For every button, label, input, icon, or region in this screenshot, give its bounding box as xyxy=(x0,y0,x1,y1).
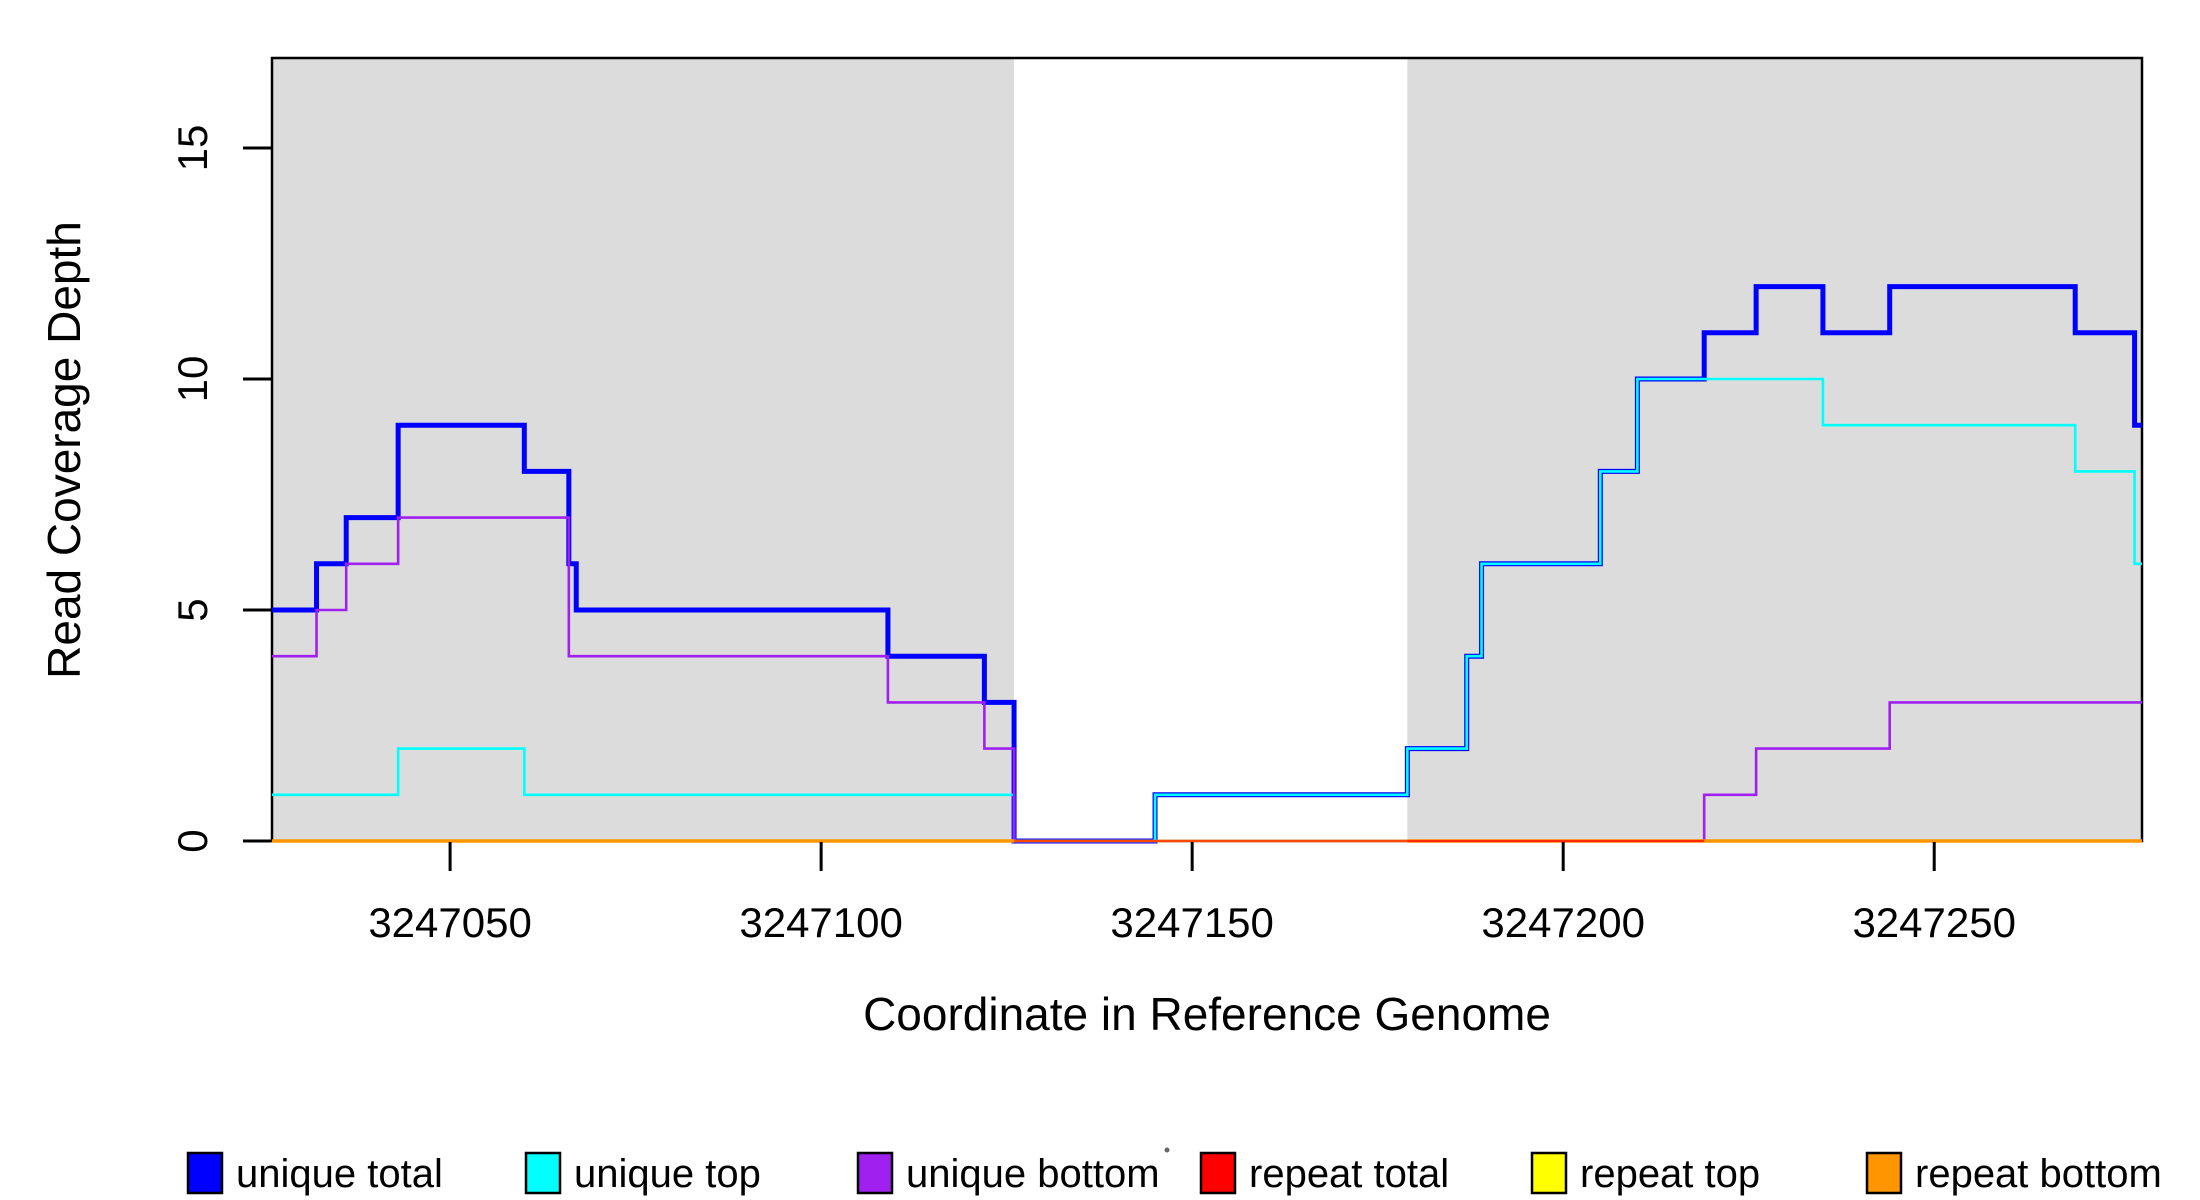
series-line-unique-top xyxy=(272,377,2142,843)
shaded-region-2 xyxy=(1407,58,2142,841)
legend-label-unique-top: unique top xyxy=(574,1152,761,1196)
x-tick-label: 3247150 xyxy=(1110,899,1274,946)
legend-swatch-repeat-total xyxy=(1199,1151,1237,1195)
y-axis: 0 5 10 15 xyxy=(169,125,271,853)
legend-item-repeat-bottom: repeat bottom xyxy=(1865,1151,2162,1196)
legend-item-unique-top: unique top xyxy=(524,1151,761,1196)
legend-label-unique-bottom: unique bottom xyxy=(906,1152,1160,1196)
x-tick-label: 3247250 xyxy=(1852,899,2016,946)
x-axis-title: Coordinate in Reference Genome xyxy=(863,988,1551,1040)
x-tick-label: 3247100 xyxy=(739,899,903,946)
legend-swatch-repeat-top xyxy=(1530,1151,1568,1195)
shaded-region-1 xyxy=(272,58,1015,841)
y-tick-label: 5 xyxy=(169,598,216,621)
y-axis-title: Read Coverage Depth xyxy=(38,221,90,679)
y-tick-label: 10 xyxy=(169,356,216,403)
legend: unique total unique top unique bottom repea… xyxy=(186,1151,2162,1196)
legend-label-repeat-total: repeat total xyxy=(1249,1152,1449,1196)
speck-artifact xyxy=(1164,1147,1170,1153)
legend-item-unique-bottom: unique bottom xyxy=(856,1151,1160,1196)
legend-label-repeat-top: repeat top xyxy=(1580,1152,1760,1196)
legend-swatch-unique-total xyxy=(186,1151,224,1195)
legend-swatch-unique-top xyxy=(524,1151,562,1195)
shaded-regions-layer xyxy=(272,58,2142,841)
legend-item-repeat-total: repeat total xyxy=(1199,1151,1449,1196)
legend-swatch-unique-bottom xyxy=(856,1151,894,1195)
y-tick-label: 15 xyxy=(169,125,216,172)
legend-swatch-repeat-bottom xyxy=(1865,1151,1903,1195)
legend-label-repeat-bottom: repeat bottom xyxy=(1915,1152,2162,1196)
series-line-unique-bottom xyxy=(272,516,2142,843)
x-tick-label: 3247200 xyxy=(1481,899,1645,946)
legend-label-unique-total: unique total xyxy=(236,1152,443,1196)
x-axis: 3247050 3247100 3247150 3247200 3247250 xyxy=(368,842,2016,946)
legend-item-unique-total: unique total xyxy=(186,1151,443,1196)
y-tick-label: 0 xyxy=(169,829,216,852)
legend-item-repeat-top: repeat top xyxy=(1530,1151,1760,1196)
series-lines-layer xyxy=(272,284,2142,844)
x-tick-label: 3247050 xyxy=(368,899,532,946)
